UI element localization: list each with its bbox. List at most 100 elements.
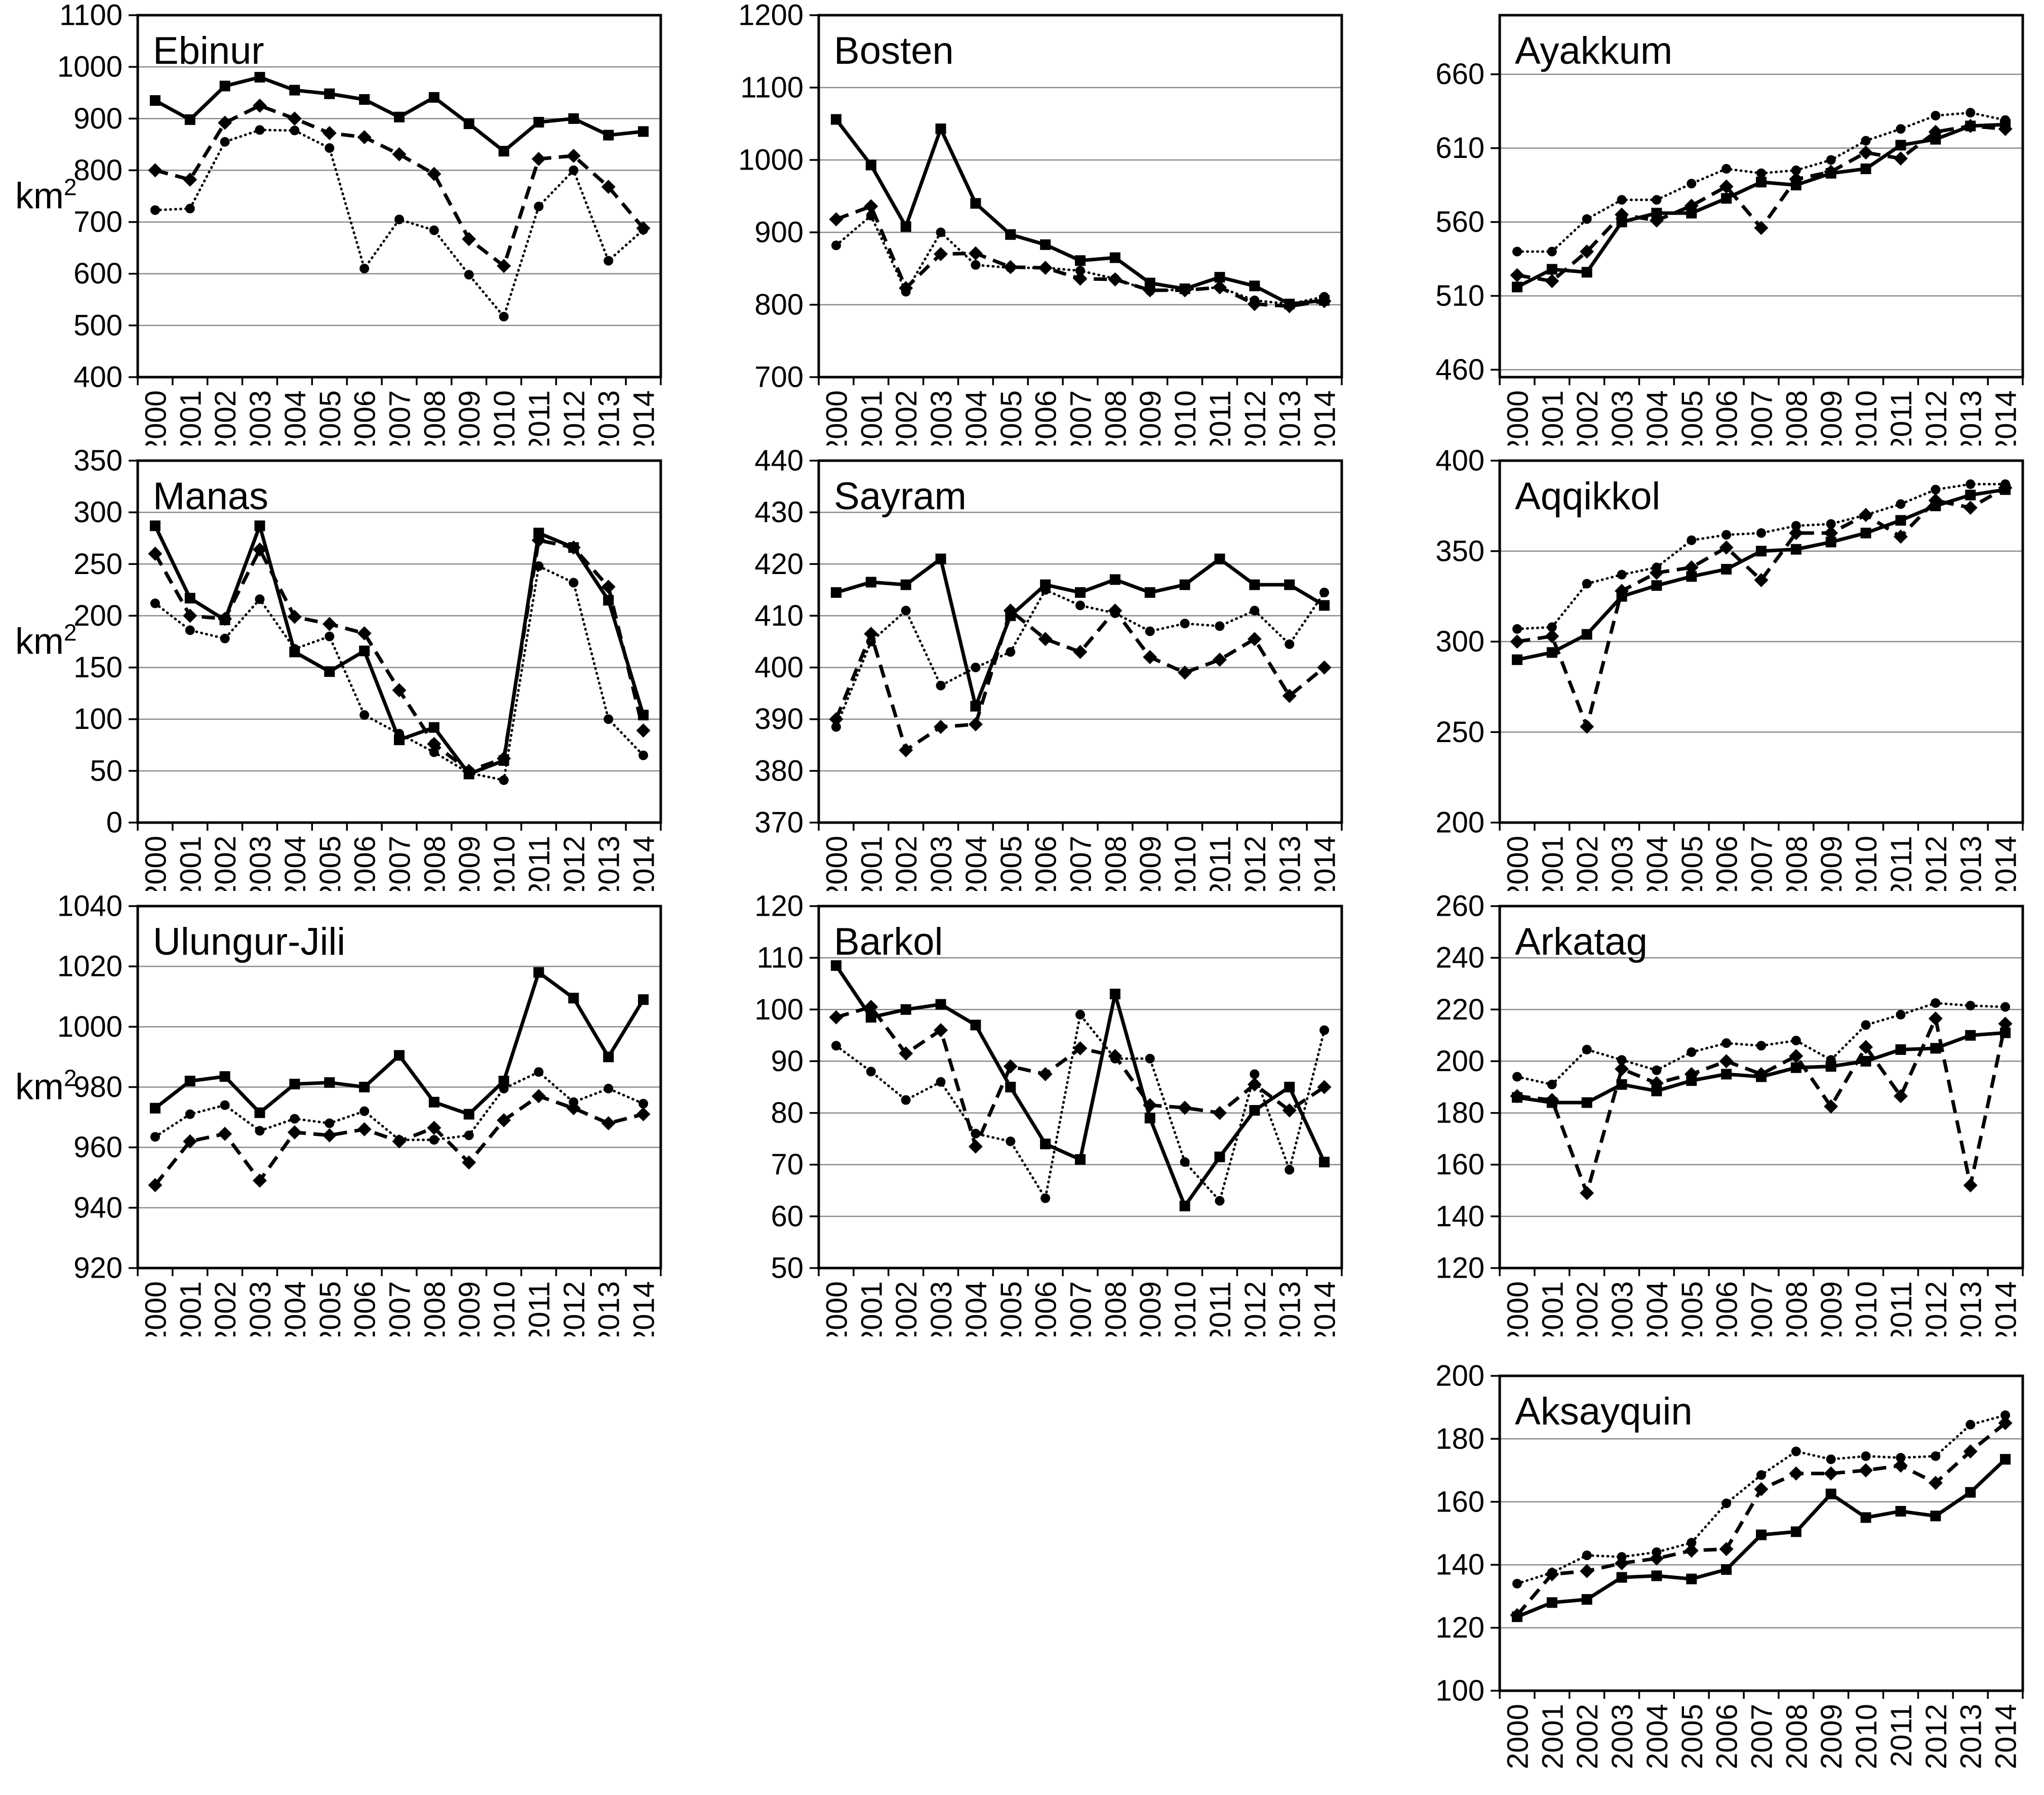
- series-line-dotted: [1515, 482, 2007, 630]
- marker-circle: [359, 264, 370, 273]
- marker-diamond: [1789, 1466, 1803, 1481]
- series-line-solid: [1516, 123, 2006, 289]
- marker-diamond: [1178, 665, 1192, 680]
- chart-title: Ayakkum: [1515, 29, 1672, 72]
- marker-square: [1686, 1573, 1697, 1584]
- y-tick-label: 380: [754, 754, 804, 787]
- marker-diamond: [934, 720, 948, 735]
- marker-diamond: [253, 1173, 267, 1188]
- y-tick-label: 600: [73, 257, 123, 290]
- chart-svg-ulungur-jili: 920 940 960 980 1000 1020 1040 2000 2001 2002 2003…: [15, 891, 662, 1336]
- marker-square: [1319, 295, 1330, 306]
- series-dashed-diamond: [148, 98, 651, 273]
- y-axis-unit-label: km2: [15, 1065, 77, 1108]
- marker-square: [1790, 544, 1801, 555]
- y-tick-label: 660: [1435, 58, 1485, 91]
- x-tick-label: 2014: [1309, 390, 1342, 445]
- x-tick-label: 2011: [523, 836, 556, 891]
- marker-diamond: [253, 98, 267, 113]
- marker-diamond: [1545, 1567, 1559, 1581]
- marker-circle: [1006, 647, 1016, 657]
- marker-circle: [1319, 1025, 1330, 1035]
- marker-circle: [1896, 124, 1906, 134]
- marker-circle: [1512, 1072, 1522, 1082]
- series-dotted-circle: [1512, 998, 2011, 1089]
- x-tick-label: 2010: [1850, 836, 1883, 891]
- series-line-dotted: [834, 1013, 1326, 1202]
- y-tick-label: 200: [1435, 1360, 1485, 1393]
- x-tick-label: 2006: [1711, 1704, 1744, 1769]
- x-tick-label: 2011: [1885, 1281, 1918, 1336]
- marker-circle: [534, 561, 544, 571]
- x-tick-label: 2010: [1169, 836, 1202, 891]
- y-tick-label: 980: [73, 1071, 123, 1104]
- y-tick-label: 400: [1435, 445, 1485, 477]
- chart-bosten: 700 800 900 1000 1100 1200 2000 2001 2002 2003 200…: [681, 0, 1363, 445]
- x-tick-label: 2010: [1169, 1281, 1202, 1336]
- marker-diamond: [1824, 1466, 1838, 1481]
- marker-circle: [604, 256, 614, 266]
- x-tick-label: 2005: [314, 1281, 347, 1336]
- marker-diamond: [497, 1113, 511, 1128]
- plot-frame: [817, 459, 1343, 824]
- chart-title: Bosten: [834, 29, 954, 72]
- x-tick-label: 2007: [1746, 1704, 1779, 1769]
- marker-square: [359, 94, 370, 105]
- x-tick-label: 2005: [314, 390, 347, 445]
- x-tick-label: 2014: [1990, 390, 2023, 445]
- x-tick-label: 2000: [1501, 1281, 1534, 1336]
- marker-diamond: [1247, 297, 1262, 311]
- marker-circle: [1896, 499, 1906, 509]
- x-tick-label: 2014: [628, 1281, 661, 1336]
- y-tick-label: 1200: [738, 0, 804, 32]
- chart-title: Ebinur: [153, 29, 264, 72]
- series-solid-square: [149, 967, 649, 1120]
- series-dotted-circle: [150, 561, 649, 785]
- marker-diamond: [1615, 1556, 1629, 1571]
- marker-circle: [1250, 1069, 1260, 1079]
- marker-circle: [1145, 1053, 1155, 1064]
- marker-circle: [1756, 1041, 1766, 1051]
- marker-diamond: [427, 737, 442, 751]
- marker-square: [1546, 264, 1557, 275]
- marker-diamond: [1580, 244, 1594, 259]
- marker-circle: [499, 311, 509, 321]
- chart-aqqikkol: 200 250 300 350 400 2000 2001 2002 2003 2004 2005 2…: [1362, 445, 2044, 891]
- y-tick-label: 300: [73, 496, 123, 529]
- x-tick-label: 2014: [628, 836, 661, 891]
- marker-circle: [1075, 266, 1085, 276]
- marker-circle: [325, 1118, 335, 1128]
- marker-square: [1790, 1526, 1801, 1537]
- marker-circle: [1145, 626, 1155, 636]
- marker-circle: [1687, 535, 1697, 545]
- marker-diamond: [1580, 1564, 1594, 1578]
- y-tick-label: 180: [1435, 1096, 1485, 1129]
- marker-square: [1005, 610, 1016, 621]
- marker-circle: [831, 240, 841, 251]
- marker-circle: [1582, 579, 1592, 589]
- marker-square: [1860, 527, 1871, 539]
- marker-circle: [429, 225, 439, 235]
- y-tick-label: 300: [1435, 625, 1485, 658]
- marker-square: [1651, 580, 1662, 591]
- marker-circle: [1721, 530, 1732, 540]
- marker-circle: [1652, 195, 1662, 205]
- marker-circle: [1721, 1038, 1732, 1048]
- marker-square: [1965, 489, 1976, 501]
- marker-square: [1930, 134, 1941, 145]
- marker-diamond: [1317, 1080, 1332, 1094]
- marker-square: [324, 666, 335, 677]
- marker-square: [1860, 164, 1871, 175]
- x-tick-label: 2011: [1885, 1704, 1918, 1767]
- marker-diamond: [1824, 1099, 1838, 1114]
- x-tick-label: 2009: [1134, 836, 1167, 891]
- marker-diamond: [1719, 540, 1734, 555]
- marker-square: [463, 118, 474, 129]
- chart-title: Barkol: [834, 920, 943, 963]
- marker-circle: [2000, 1410, 2011, 1420]
- y-tick-label: 100: [73, 703, 123, 736]
- chart-title: Arkatag: [1515, 920, 1648, 963]
- x-tick-label: 2014: [1990, 1281, 2023, 1336]
